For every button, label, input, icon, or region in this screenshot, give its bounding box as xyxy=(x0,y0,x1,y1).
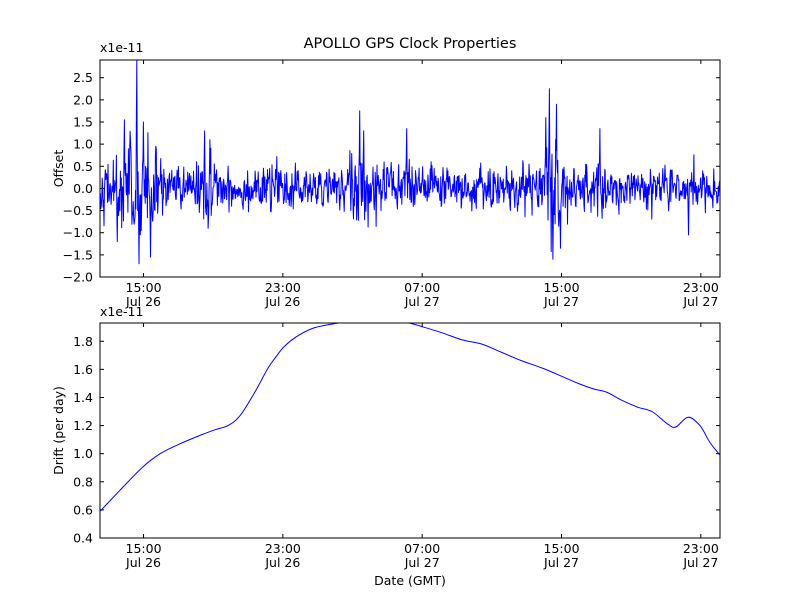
y-tick-label: 1.5 xyxy=(73,115,93,130)
chart-title: APOLLO GPS Clock Properties xyxy=(304,36,517,52)
x-tick-label-date: Jul 27 xyxy=(543,294,579,309)
y-tick-label: 0.5 xyxy=(73,159,93,174)
x-tick-label-time: 23:00 xyxy=(683,280,719,295)
drift-series-line xyxy=(100,323,720,512)
y-tick-label: 1.2 xyxy=(73,418,93,433)
offset-plot-ticks: −2.0−1.5−1.0−0.50.00.51.01.52.02.515:00J… xyxy=(63,60,720,309)
y-tick-label: 2.5 xyxy=(73,70,93,85)
x-tick-label-time: 23:00 xyxy=(265,541,301,556)
offset-y-axis-label: Offset xyxy=(51,150,66,188)
x-tick-label-time: 07:00 xyxy=(404,541,440,556)
x-tick-label-time: 15:00 xyxy=(544,280,580,295)
offset-axis-scale-text: x1e-11 xyxy=(100,40,143,55)
y-tick-label: 0.6 xyxy=(73,502,93,517)
y-tick-label: 1.0 xyxy=(73,446,93,461)
y-tick-label: 2.0 xyxy=(73,92,93,107)
y-tick-label: −1.0 xyxy=(63,225,93,240)
drift-axis-scale-text: x1e-11 xyxy=(100,304,143,319)
y-tick-label: −1.5 xyxy=(63,247,93,262)
y-tick-label: 0.4 xyxy=(73,531,93,546)
x-tick-label-date: Jul 27 xyxy=(404,294,440,309)
x-tick-label-date: Jul 27 xyxy=(543,555,579,570)
x-tick-label-date: Jul 27 xyxy=(682,294,718,309)
y-tick-label: 1.4 xyxy=(73,390,93,405)
drift-plot-frame xyxy=(99,322,721,539)
x-tick-label-time: 15:00 xyxy=(126,280,162,295)
x-tick-label-time: 23:00 xyxy=(265,280,301,295)
x-tick-label-date: Jul 26 xyxy=(125,294,161,309)
x-tick-label-time: 23:00 xyxy=(683,541,719,556)
x-tick-label-time: 15:00 xyxy=(544,541,580,556)
y-tick-label: −0.5 xyxy=(63,203,93,218)
x-tick-label-time: 15:00 xyxy=(126,541,162,556)
x-tick-label-date: Jul 26 xyxy=(264,294,300,309)
y-tick-label: 0.8 xyxy=(73,474,93,489)
y-tick-label: 1.0 xyxy=(73,137,93,152)
x-tick-label-time: 07:00 xyxy=(404,280,440,295)
x-tick-label-date: Jul 27 xyxy=(404,555,440,570)
y-tick-label: −2.0 xyxy=(63,270,93,285)
y-tick-label: 0.0 xyxy=(73,181,93,196)
offset-plot-frame xyxy=(99,59,721,278)
y-tick-label: 1.6 xyxy=(73,362,93,377)
x-tick-label-date: Jul 27 xyxy=(682,555,718,570)
x-tick-label-date: Jul 26 xyxy=(264,555,300,570)
y-tick-label: 1.8 xyxy=(73,334,93,349)
x-tick-label-date: Jul 26 xyxy=(125,555,161,570)
x-axis-label: Date (GMT) xyxy=(374,573,446,588)
drift-y-axis-label: Drift (per day) xyxy=(51,386,66,475)
offset-series-line xyxy=(100,60,720,265)
